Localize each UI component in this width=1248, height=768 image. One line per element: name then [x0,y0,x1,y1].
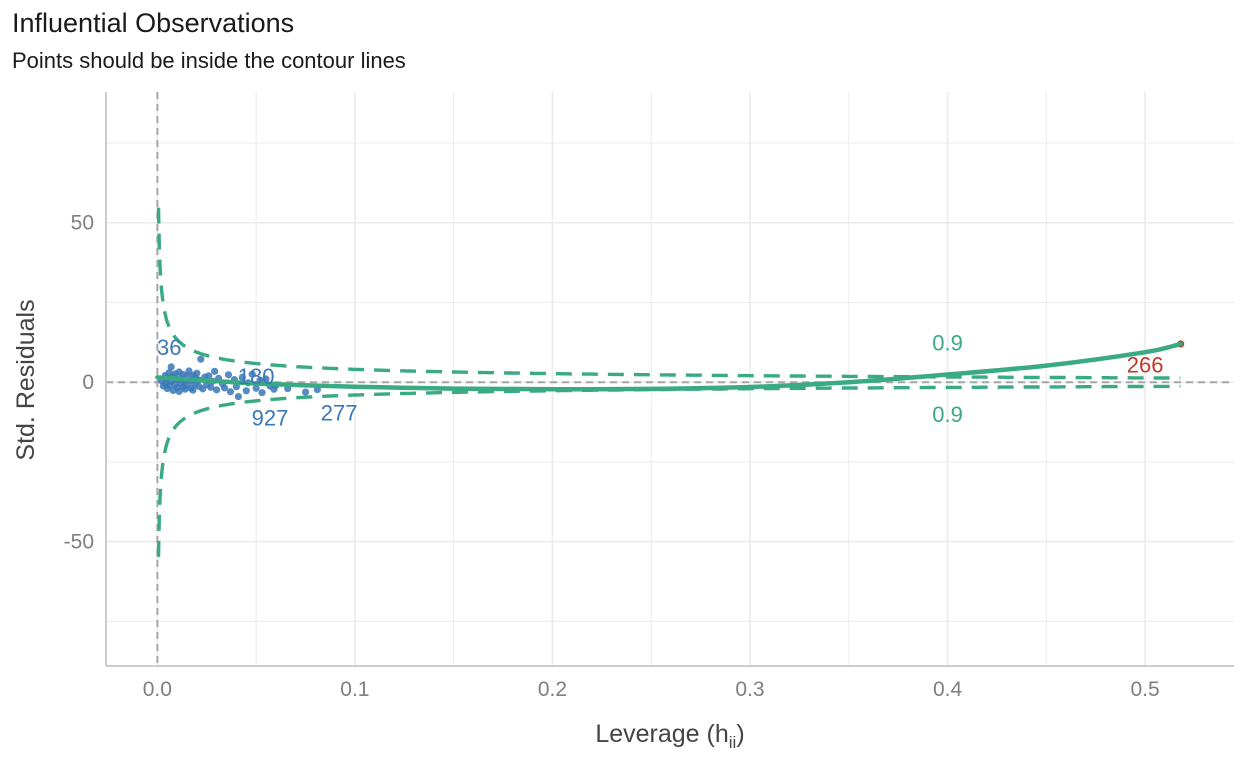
data-point [220,384,229,392]
point-labels: 0.9 0.9 36 180 927 277 266 [157,330,1163,430]
data-point [197,355,205,363]
data-point [252,384,260,392]
reference-lines [106,92,1234,666]
x-tick-label: 0.3 [735,678,764,701]
x-tick-label: 0.5 [1131,678,1160,701]
x-axis-title-main: Leverage (h [595,720,728,748]
data-point [234,392,242,401]
y-axis-title: Std. Residuals [12,299,40,460]
data-point [226,388,235,396]
contour-level-label: 0.9 [932,330,963,355]
y-tick-label: 50 [71,212,94,235]
chart-subtitle: Points should be inside the contour line… [12,48,406,73]
data-point [207,383,215,391]
data-point [189,386,197,394]
grid-lines [106,92,1234,666]
contour-line-lower [156,384,1181,557]
data-point [224,371,233,379]
x-tick-label: 0.1 [340,678,369,701]
axes: 0.0 0.1 0.2 0.3 0.4 0.5 -50 0 50 [64,92,1234,701]
point-label: 277 [321,400,358,425]
fit-line [155,341,1183,392]
data-point [232,383,240,391]
point-label: 180 [238,364,275,389]
data-point [213,386,221,394]
data-point [242,387,250,395]
x-tick-label: 0.4 [933,678,963,701]
data-point [193,369,201,377]
point-label: 36 [157,335,181,360]
data-point [248,370,256,378]
data-point [211,367,219,375]
contour-line-upper [156,207,1181,380]
y-tick-label: 0 [82,371,94,394]
y-tick-label: -50 [64,531,94,554]
data-point [258,389,266,397]
data-point [167,363,175,371]
data-points [157,340,1185,401]
data-point [205,372,213,380]
point-label: 266 [1127,352,1164,377]
data-point [238,373,246,382]
fit-line-group [155,341,1183,392]
point-label: 927 [252,405,289,430]
x-axis-title-subscript: ii [729,733,737,752]
x-tick-label: 0.2 [538,678,567,701]
contour-level-label: 0.9 [932,402,963,427]
data-point [262,375,270,383]
x-tick-label: 0.0 [143,678,172,701]
x-axis-title-close: ) [736,720,744,748]
x-axis-title: Leverage (hii) [595,720,744,752]
data-point [301,388,310,396]
chart-title: Influential Observations [12,8,295,38]
